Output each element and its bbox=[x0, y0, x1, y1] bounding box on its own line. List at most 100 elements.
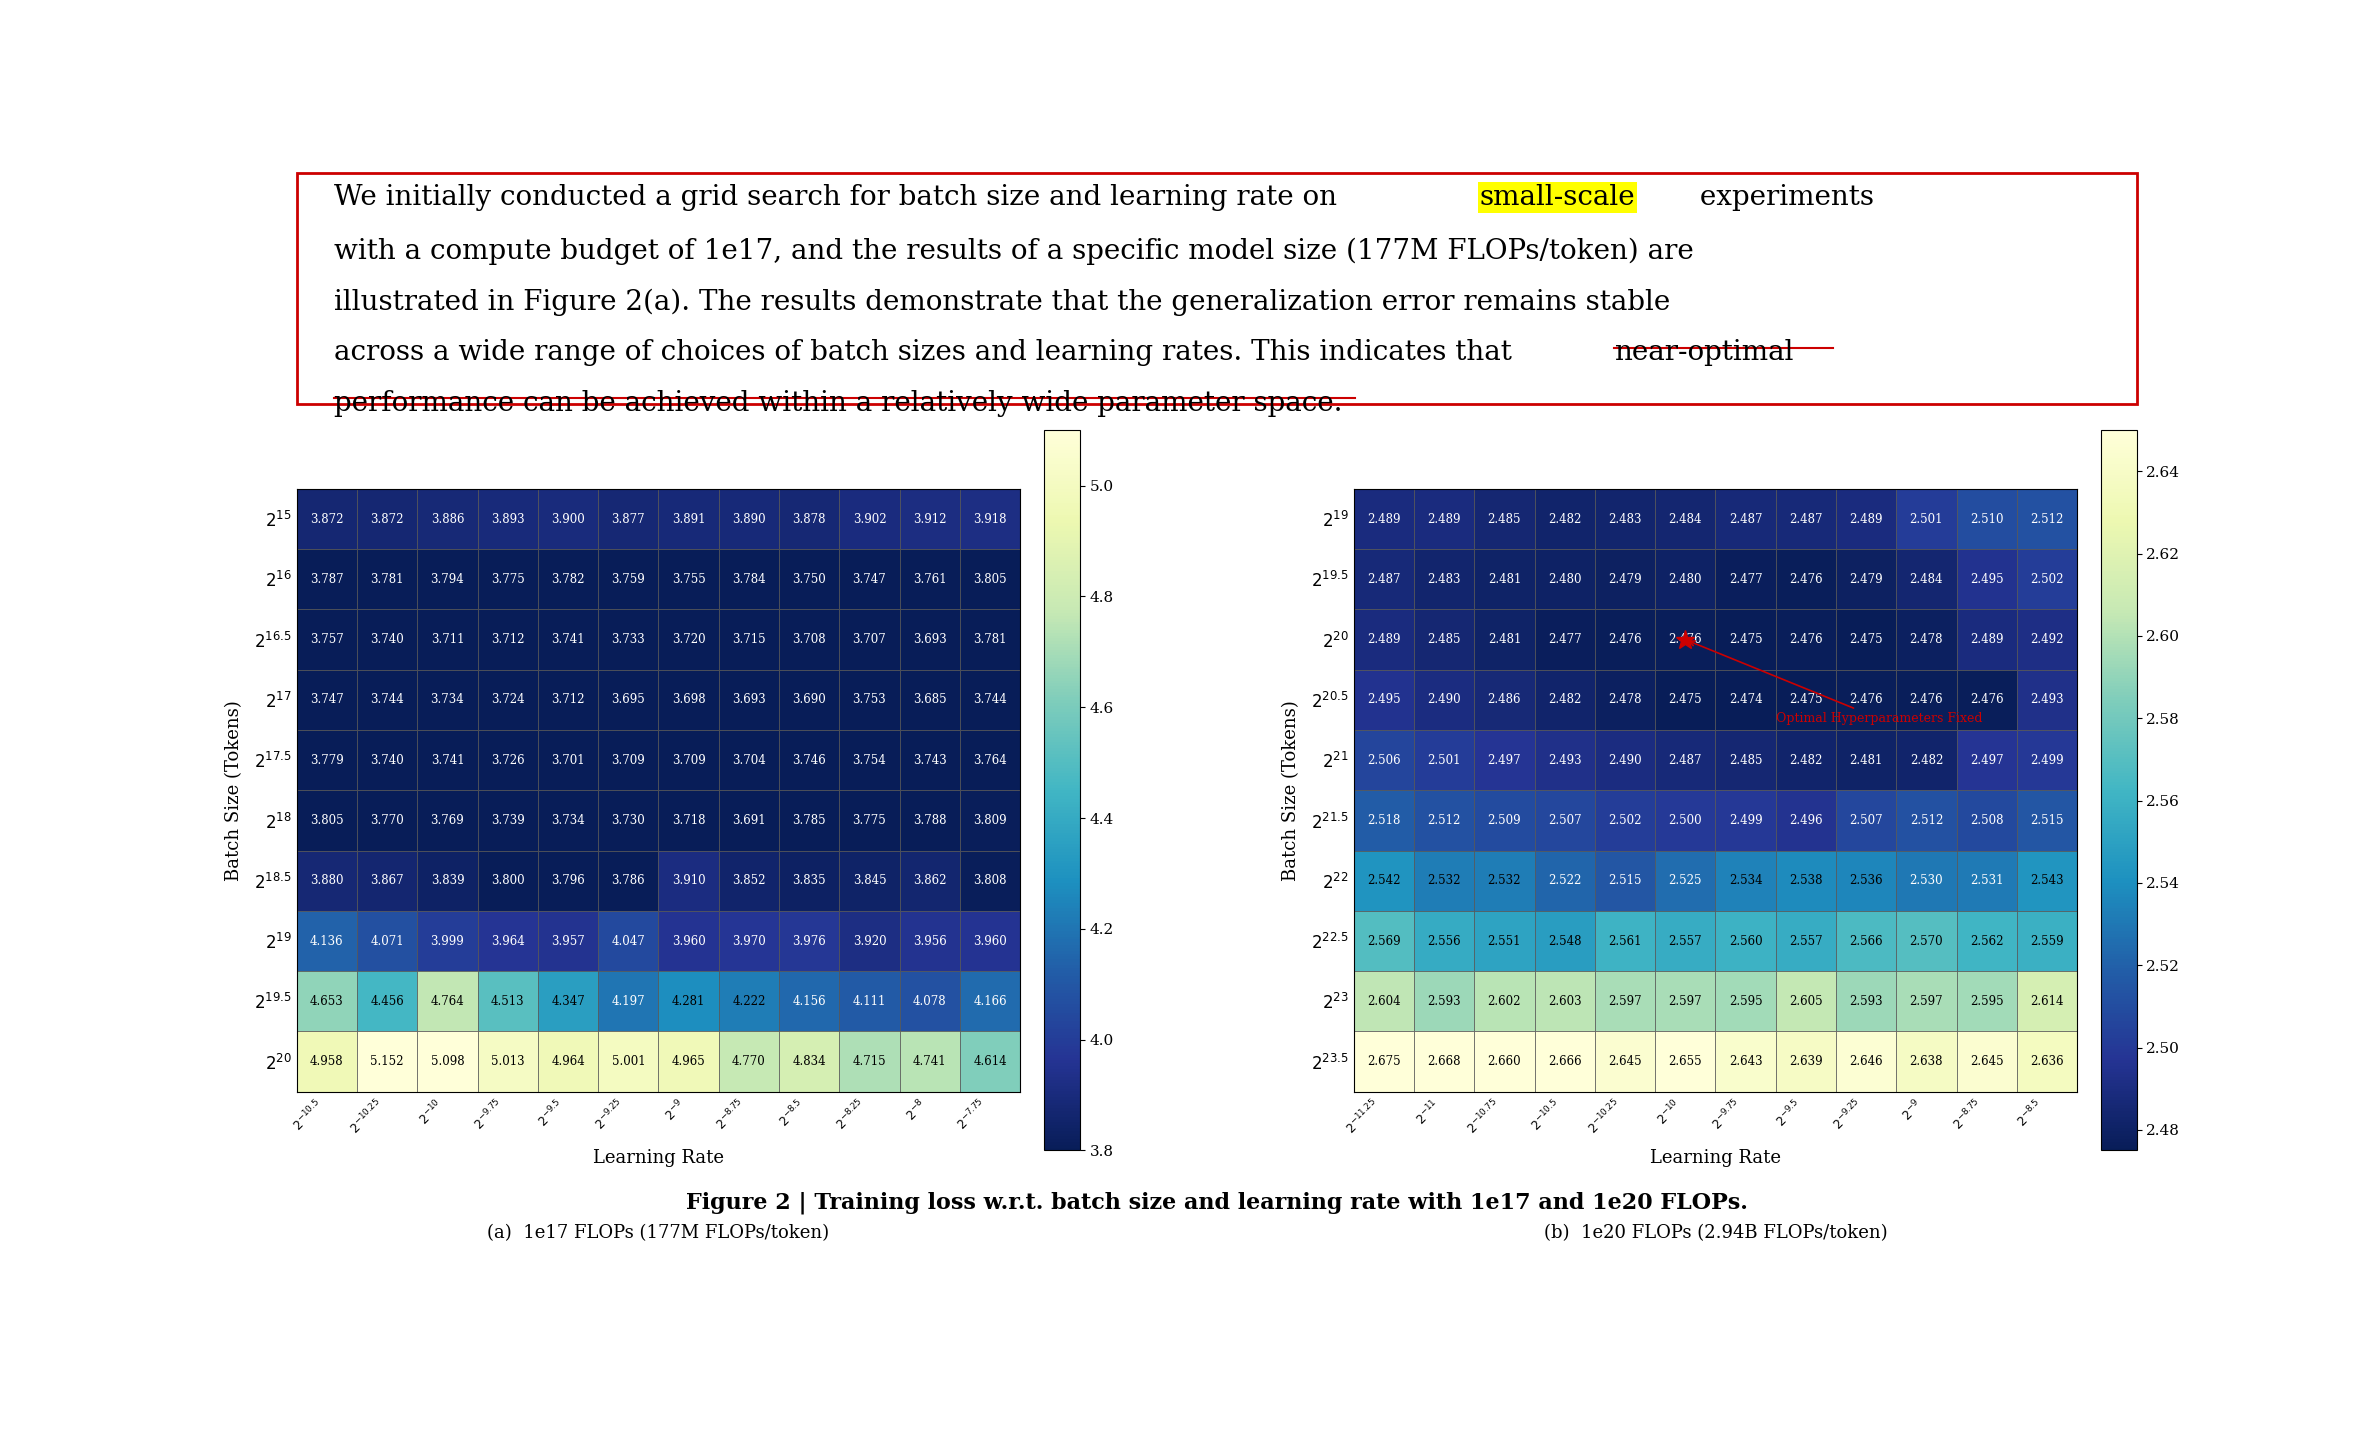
Bar bbox=[477, 490, 539, 549]
Text: 4.715: 4.715 bbox=[852, 1056, 886, 1068]
Bar bbox=[477, 1031, 539, 1092]
Text: 3.976: 3.976 bbox=[793, 935, 826, 948]
Bar bbox=[900, 912, 959, 971]
Text: 4.741: 4.741 bbox=[914, 1056, 947, 1068]
Bar bbox=[2018, 549, 2077, 609]
Bar bbox=[539, 791, 598, 851]
Text: 3.964: 3.964 bbox=[491, 935, 525, 948]
Text: 4.071: 4.071 bbox=[370, 935, 404, 948]
Text: small-scale: small-scale bbox=[1479, 184, 1636, 212]
Text: 3.704: 3.704 bbox=[731, 753, 767, 766]
Bar bbox=[2018, 670, 2077, 730]
Text: 2.543: 2.543 bbox=[2030, 874, 2063, 887]
Text: 2.475: 2.475 bbox=[1728, 634, 1762, 647]
Text: 2.487: 2.487 bbox=[1367, 573, 1401, 586]
Text: 3.775: 3.775 bbox=[852, 814, 886, 827]
Bar bbox=[297, 730, 356, 791]
Text: 2.531: 2.531 bbox=[1970, 874, 2004, 887]
Text: 3.764: 3.764 bbox=[973, 753, 1007, 766]
Bar bbox=[900, 609, 959, 670]
Text: 3.746: 3.746 bbox=[793, 753, 826, 766]
Text: 2.512: 2.512 bbox=[1909, 814, 1942, 827]
Bar bbox=[1776, 490, 1835, 549]
Bar bbox=[658, 912, 719, 971]
Bar bbox=[477, 670, 539, 730]
Text: 2.481: 2.481 bbox=[1849, 753, 1883, 766]
Bar bbox=[356, 971, 418, 1031]
Text: 3.757: 3.757 bbox=[311, 634, 344, 647]
Bar bbox=[1474, 609, 1534, 670]
Bar bbox=[658, 609, 719, 670]
Text: 2.487: 2.487 bbox=[1790, 513, 1823, 526]
Bar bbox=[1956, 912, 2018, 971]
Bar bbox=[1534, 1031, 1595, 1092]
Text: 2.489: 2.489 bbox=[1970, 634, 2004, 647]
Bar bbox=[1956, 549, 2018, 609]
Text: 2.512: 2.512 bbox=[2030, 513, 2063, 526]
Text: 2.500: 2.500 bbox=[1669, 814, 1702, 827]
Text: 3.890: 3.890 bbox=[731, 513, 767, 526]
Bar bbox=[1776, 670, 1835, 730]
Bar bbox=[1353, 971, 1415, 1031]
Text: 2.614: 2.614 bbox=[2030, 995, 2063, 1008]
Bar bbox=[1474, 1031, 1534, 1092]
Text: 4.047: 4.047 bbox=[612, 935, 646, 948]
Text: across a wide range of choices of batch sizes and learning rates. This indicates: across a wide range of choices of batch … bbox=[332, 340, 1519, 366]
Text: 3.690: 3.690 bbox=[793, 694, 826, 707]
Text: 2.532: 2.532 bbox=[1488, 874, 1522, 887]
Bar bbox=[959, 670, 1021, 730]
Text: 2.507: 2.507 bbox=[1548, 814, 1581, 827]
Text: 3.808: 3.808 bbox=[973, 874, 1007, 887]
Text: 3.862: 3.862 bbox=[914, 874, 947, 887]
Text: 2.482: 2.482 bbox=[1790, 753, 1823, 766]
Text: 3.794: 3.794 bbox=[430, 573, 465, 586]
Bar bbox=[1716, 851, 1776, 912]
Text: 2.496: 2.496 bbox=[1790, 814, 1823, 827]
Text: 2.605: 2.605 bbox=[1790, 995, 1823, 1008]
Bar bbox=[900, 851, 959, 912]
Bar bbox=[1655, 490, 1716, 549]
Text: 2.569: 2.569 bbox=[1367, 935, 1401, 948]
Text: 2.593: 2.593 bbox=[1849, 995, 1883, 1008]
Text: 2.495: 2.495 bbox=[1367, 694, 1401, 707]
Text: 3.720: 3.720 bbox=[672, 634, 705, 647]
Text: 2.489: 2.489 bbox=[1367, 634, 1401, 647]
Bar bbox=[418, 912, 477, 971]
Text: 3.718: 3.718 bbox=[672, 814, 705, 827]
Text: 2.557: 2.557 bbox=[1669, 935, 1702, 948]
Bar bbox=[719, 609, 779, 670]
Bar bbox=[1474, 912, 1534, 971]
Bar bbox=[356, 609, 418, 670]
Text: 4.111: 4.111 bbox=[852, 995, 886, 1008]
Bar bbox=[1956, 791, 2018, 851]
Bar bbox=[658, 851, 719, 912]
Bar bbox=[719, 490, 779, 549]
Bar bbox=[418, 609, 477, 670]
Bar bbox=[1353, 851, 1415, 912]
Text: 2.485: 2.485 bbox=[1488, 513, 1522, 526]
Bar bbox=[658, 730, 719, 791]
Text: 2.597: 2.597 bbox=[1669, 995, 1702, 1008]
Bar bbox=[959, 912, 1021, 971]
Text: 3.770: 3.770 bbox=[370, 814, 404, 827]
Text: 3.750: 3.750 bbox=[793, 573, 826, 586]
Text: 2.557: 2.557 bbox=[1790, 935, 1823, 948]
Bar bbox=[539, 549, 598, 609]
Bar bbox=[2018, 971, 2077, 1031]
Bar bbox=[1716, 490, 1776, 549]
Bar bbox=[1956, 851, 2018, 912]
Bar bbox=[719, 912, 779, 971]
Bar bbox=[1897, 490, 1956, 549]
Text: 3.747: 3.747 bbox=[311, 694, 344, 707]
Bar bbox=[1595, 730, 1655, 791]
Text: 4.222: 4.222 bbox=[731, 995, 764, 1008]
Text: illustrated in Figure 2(a). The results demonstrate that the generalization erro: illustrated in Figure 2(a). The results … bbox=[332, 288, 1669, 315]
Text: 2.480: 2.480 bbox=[1669, 573, 1702, 586]
Bar bbox=[1956, 730, 2018, 791]
Text: 3.910: 3.910 bbox=[672, 874, 705, 887]
Text: 2.475: 2.475 bbox=[1790, 694, 1823, 707]
Bar bbox=[1534, 912, 1595, 971]
Text: 3.805: 3.805 bbox=[973, 573, 1007, 586]
Text: 3.835: 3.835 bbox=[793, 874, 826, 887]
Text: 3.902: 3.902 bbox=[852, 513, 886, 526]
